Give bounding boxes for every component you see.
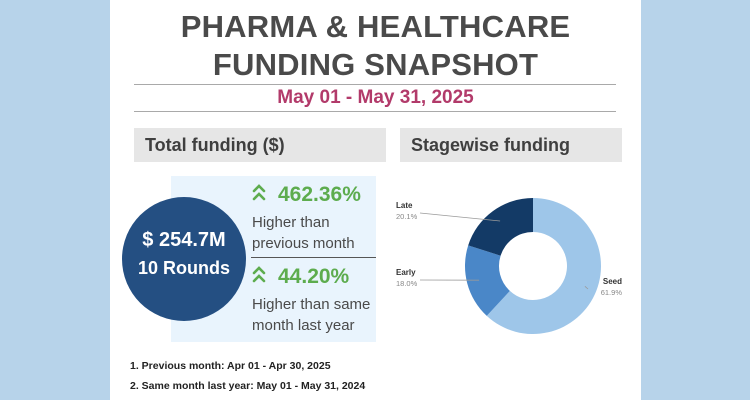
title-divider-bottom bbox=[134, 111, 616, 112]
slice-label-late: Late bbox=[396, 201, 413, 210]
yoy-growth-value: 44.20% bbox=[278, 265, 350, 288]
yoy-desc-line2: month last year bbox=[252, 317, 355, 334]
total-amount: $ 254.7M bbox=[142, 229, 226, 251]
donut-slice-early bbox=[465, 245, 510, 316]
title-line-1: PHARMA & HEALTHCARE bbox=[180, 9, 571, 44]
footnote-1: 1. Previous month: Apr 01 - Apr 30, 2025 bbox=[130, 360, 331, 372]
slice-label-early: Early bbox=[396, 268, 416, 277]
date-range: May 01 - May 31, 2025 bbox=[277, 87, 474, 108]
mom-growth-value: 462.36% bbox=[278, 183, 361, 206]
leader-line-seed bbox=[584, 286, 589, 290]
donut-slice-seed bbox=[486, 198, 601, 334]
yoy-growth-desc: Higher than same month last year bbox=[252, 294, 370, 336]
slice-value-late: 20.1% bbox=[396, 212, 418, 221]
slice-value-seed: 61.9% bbox=[601, 288, 623, 297]
mom-growth-desc: Higher than previous month bbox=[252, 212, 355, 254]
mom-desc-line2: previous month bbox=[252, 235, 355, 252]
round-count: 10 Rounds bbox=[137, 258, 230, 278]
leader-line-late bbox=[419, 212, 501, 222]
slice-value-early: 18.0% bbox=[396, 279, 418, 288]
chevron-up-icon bbox=[252, 266, 266, 283]
footnote-2: 2. Same month last year: May 01 - May 31… bbox=[130, 380, 366, 392]
stagewise-donut-chart: Seed 61.9% Early 18.0% Late 20.1% bbox=[396, 198, 623, 334]
title-line-2: FUNDING SNAPSHOT bbox=[212, 47, 539, 82]
snapshot-card: PHARMA & HEALTHCARE FUNDING SNAPSHOT May… bbox=[110, 0, 641, 400]
total-amount-bubble: $ 254.7M 10 Rounds bbox=[122, 197, 246, 321]
donut-slice-late bbox=[468, 198, 533, 256]
slice-label-seed: Seed bbox=[603, 277, 622, 286]
stagewise-heading: Stagewise funding bbox=[400, 128, 622, 162]
stats-divider bbox=[251, 257, 376, 258]
total-funding-heading: Total funding ($) bbox=[134, 128, 386, 162]
yoy-desc-line1: Higher than same bbox=[252, 296, 371, 313]
mom-desc-line1: Higher than bbox=[252, 214, 330, 231]
page-title: PHARMA & HEALTHCARE FUNDING SNAPSHOT bbox=[110, 8, 641, 84]
chevron-up-icon bbox=[252, 184, 266, 201]
title-divider-top bbox=[134, 84, 616, 85]
